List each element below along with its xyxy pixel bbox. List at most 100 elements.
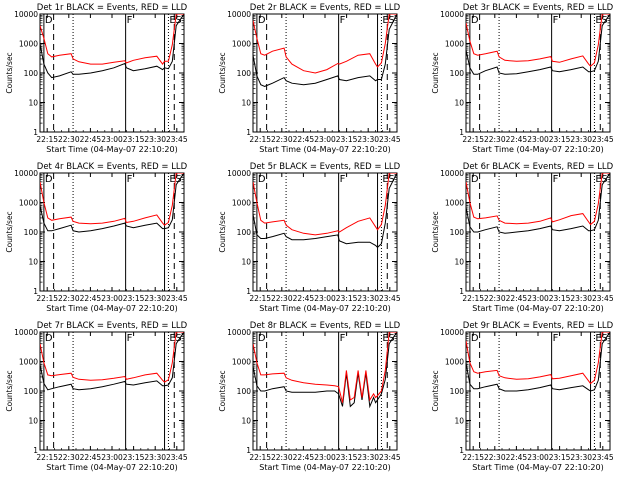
x-tick-label: 22:15 <box>462 294 484 303</box>
x-tick-label: 22:30 <box>484 294 506 303</box>
marker-annotation: E <box>382 15 388 26</box>
y-tick-label: 100 <box>237 228 252 237</box>
x-tick-label: 22:45 <box>506 453 528 462</box>
marker-annotation: E <box>169 15 175 26</box>
marker-annotation: S <box>388 333 394 344</box>
x-axis-label: Start Time (04-May-07 22:10:20) <box>46 145 177 154</box>
plot-frame <box>465 331 611 451</box>
marker-annotation: S <box>601 333 607 344</box>
marker-annotation: S <box>601 174 607 185</box>
x-tick-label: 22:45 <box>506 135 528 144</box>
x-tick-label: 22:15 <box>36 453 58 462</box>
y-tick-label: 1 <box>33 446 38 455</box>
y-tick-label: 1 <box>459 287 464 296</box>
marker-annotation: E <box>595 15 601 26</box>
x-axis-label: Start Time (04-May-07 22:10:20) <box>259 145 390 154</box>
x-tick-label: 23:15 <box>123 453 145 462</box>
x-tick-label: 23:45 <box>379 135 401 144</box>
y-tick-label: 10 <box>241 417 251 426</box>
plot-frame <box>252 172 398 292</box>
marker-annotation: E <box>169 174 175 185</box>
x-tick-label: 22:15 <box>36 135 58 144</box>
detector-panel-7: Det 7r BLACK = Events, RED = LLD 1 10 100 10… <box>5 321 188 472</box>
x-tick-label: 23:30 <box>570 135 592 144</box>
series-events <box>40 332 184 391</box>
marker-annotation: D <box>258 174 266 185</box>
x-tick-label: 23:30 <box>357 294 379 303</box>
marker-annotation: D <box>258 333 266 344</box>
detector-panel-3: Det 3r BLACK = Events, RED = LLD 1 10 100 10… <box>431 3 614 154</box>
y-tick-label: 1000 <box>232 40 251 49</box>
y-tick-label: 1000 <box>232 199 251 208</box>
marker-annotation: D <box>471 174 479 185</box>
y-tick-label: 10000 <box>14 169 38 178</box>
y-axis-label: Counts/sec <box>5 211 14 252</box>
series-lld <box>40 332 184 383</box>
y-tick-label: 10 <box>28 417 38 426</box>
x-tick-label: 22:15 <box>462 453 484 462</box>
y-tick-label: 1000 <box>445 358 464 367</box>
series-events <box>253 173 397 249</box>
x-tick-label: 23:00 <box>527 294 549 303</box>
y-tick-label: 1 <box>33 287 38 296</box>
panel-title: Det 5r BLACK = Events, RED = LLD <box>250 162 401 172</box>
x-axis-label: Start Time (04-May-07 22:10:20) <box>46 463 177 472</box>
plot-frame <box>465 172 611 292</box>
marker-annotation: D <box>45 15 53 26</box>
y-tick-label: 100 <box>450 387 465 396</box>
x-tick-label: 23:00 <box>314 135 336 144</box>
x-tick-label: 23:00 <box>527 135 549 144</box>
x-tick-label: 23:15 <box>336 453 358 462</box>
y-tick-label: 100 <box>237 387 252 396</box>
x-tick-label: 23:15 <box>549 453 571 462</box>
marker-annotation: F <box>127 15 133 26</box>
x-tick-label: 22:30 <box>484 453 506 462</box>
y-tick-label: 1 <box>246 446 251 455</box>
x-tick-label: 23:30 <box>357 135 379 144</box>
plot-frame <box>39 331 185 451</box>
marker-annotation: E <box>169 333 175 344</box>
series-lld <box>466 173 610 226</box>
y-tick-label: 10 <box>241 258 251 267</box>
marker-annotation: S <box>175 15 181 26</box>
x-tick-label: 23:00 <box>527 453 549 462</box>
x-tick-label: 22:30 <box>58 135 80 144</box>
x-tick-label: 23:45 <box>592 453 614 462</box>
x-tick-label: 22:30 <box>58 453 80 462</box>
x-tick-label: 22:30 <box>271 135 293 144</box>
y-tick-label: 1 <box>459 446 464 455</box>
x-tick-label: 23:30 <box>570 294 592 303</box>
marker-annotation: F <box>553 174 559 185</box>
y-axis-label: Counts/sec <box>218 52 227 93</box>
y-tick-label: 10000 <box>14 10 38 19</box>
series-events <box>253 14 397 87</box>
x-tick-label: 22:15 <box>36 294 58 303</box>
x-tick-label: 22:30 <box>58 294 80 303</box>
x-tick-label: 22:45 <box>293 294 315 303</box>
plot-frame <box>39 172 185 292</box>
y-axis-label: Counts/sec <box>431 52 440 93</box>
marker-annotation: E <box>382 174 388 185</box>
x-tick-label: 23:15 <box>336 135 358 144</box>
x-tick-label: 23:45 <box>166 453 188 462</box>
y-tick-label: 10000 <box>440 328 464 337</box>
marker-annotation: S <box>388 174 394 185</box>
series-events <box>466 173 610 234</box>
y-tick-label: 1 <box>459 128 464 137</box>
x-tick-label: 23:15 <box>336 294 358 303</box>
x-tick-label: 23:15 <box>123 135 145 144</box>
x-axis-label: Start Time (04-May-07 22:10:20) <box>259 304 390 313</box>
y-tick-label: 1 <box>33 128 38 137</box>
marker-annotation: F <box>553 15 559 26</box>
y-tick-label: 100 <box>24 387 39 396</box>
x-tick-label: 23:00 <box>101 135 123 144</box>
y-axis-label: Counts/sec <box>218 211 227 252</box>
y-tick-label: 1 <box>246 128 251 137</box>
x-tick-label: 22:15 <box>249 453 271 462</box>
series-lld <box>253 173 397 236</box>
y-tick-label: 100 <box>450 228 465 237</box>
series-events <box>466 14 610 75</box>
y-tick-label: 10000 <box>440 169 464 178</box>
x-tick-label: 23:45 <box>379 294 401 303</box>
